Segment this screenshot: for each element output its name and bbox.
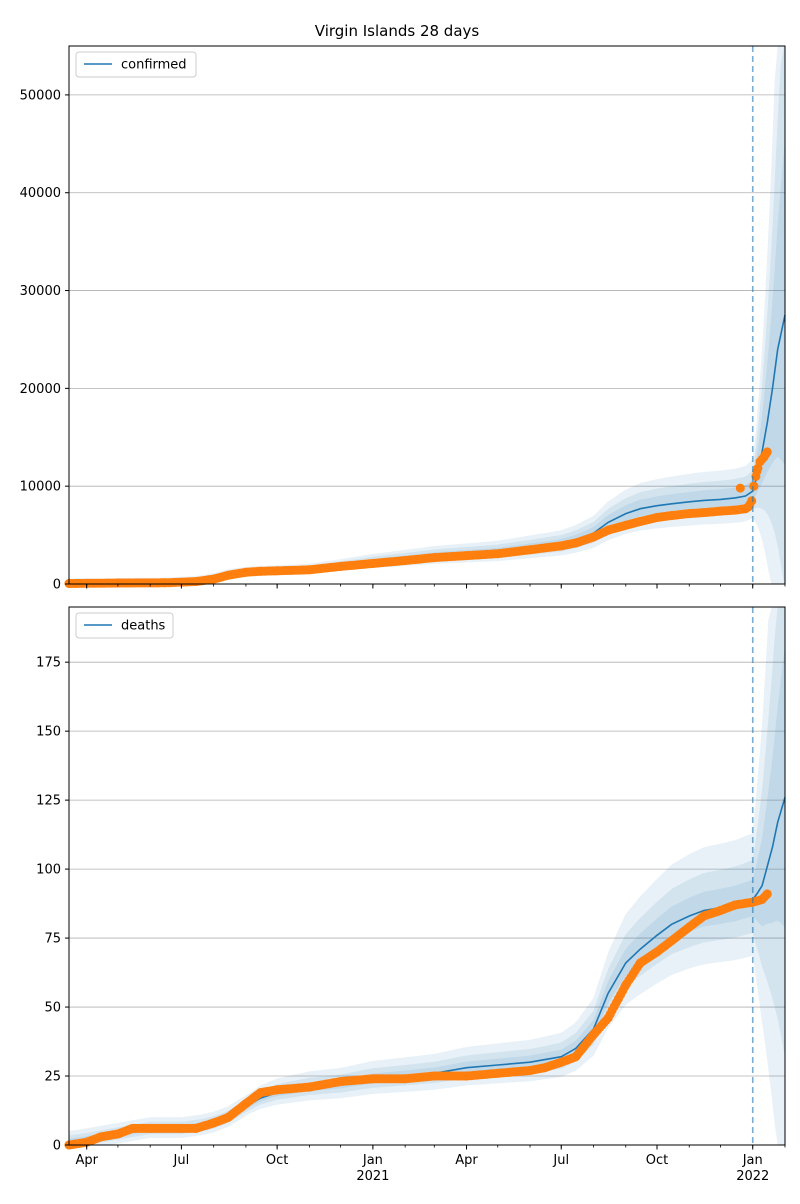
observed-point: [761, 449, 771, 459]
y-tick-label: 100: [36, 863, 61, 878]
y-tick-label: 20000: [20, 382, 61, 397]
legend: deaths: [75, 612, 174, 639]
confirmed-panel: 0 10000 20000 30000 40000 50000 confirmed: [20, 45, 786, 593]
axes-frame: [68, 45, 786, 585]
y-tick-label: 10000: [20, 480, 61, 495]
uncertainty-bands: [69, 607, 785, 1145]
y-axis: 0 25 50 75 100 125 150 175: [36, 656, 69, 1154]
y-tick-label: 50: [44, 1001, 61, 1016]
x-tick-label: Jul: [552, 1153, 569, 1168]
uncertainty-band: [69, 607, 785, 1145]
observed-point: [735, 483, 745, 493]
observed-point: [761, 890, 771, 900]
y-tick-label: 40000: [20, 186, 61, 201]
axes-frame: [68, 606, 786, 1146]
x-tick-label: Jan: [362, 1153, 383, 1168]
y-tick-label: 50000: [20, 88, 61, 103]
y-tick-label: 0: [53, 578, 61, 593]
x-tick-year-label: 2021: [356, 1169, 389, 1184]
x-tick-label: Apr: [455, 1153, 478, 1168]
series-lines: [68, 314, 786, 585]
observed-points: [64, 447, 772, 588]
legend-box: [75, 612, 174, 639]
y-tick-label: 25: [44, 1070, 61, 1085]
observed-point: [751, 471, 761, 481]
y-tick-label: 0: [53, 1139, 61, 1154]
observed-point: [747, 496, 757, 506]
observed-points: [64, 889, 772, 1150]
x-tick-label: Jul: [173, 1153, 190, 1168]
y-tick-label: 125: [36, 794, 61, 809]
legend: confirmed: [75, 51, 197, 78]
y-axis: 0 10000 20000 30000 40000 50000: [20, 88, 69, 593]
legend-box: [75, 51, 197, 78]
uncertainty-band: [69, 607, 785, 1145]
observed-point: [749, 481, 759, 491]
y-tick-label: 175: [36, 656, 61, 671]
legend-label-confirmed: confirmed: [121, 58, 187, 73]
x-tick-year-label: 2022: [736, 1169, 769, 1184]
y-tick-label: 150: [36, 725, 61, 740]
x-axis: [86, 584, 786, 589]
x-tick-label: Oct: [646, 1153, 668, 1168]
y-tick-label: 30000: [20, 284, 61, 299]
chart-title: Virgin Islands 28 days: [315, 22, 480, 40]
x-tick-label: Apr: [75, 1153, 98, 1168]
y-tick-label: 75: [44, 932, 61, 947]
x-tick-label: Jan: [742, 1153, 763, 1168]
legend-label-deaths: deaths: [121, 619, 166, 634]
series-line-confirmed: [68, 314, 786, 585]
x-tick-label: Oct: [266, 1153, 288, 1168]
